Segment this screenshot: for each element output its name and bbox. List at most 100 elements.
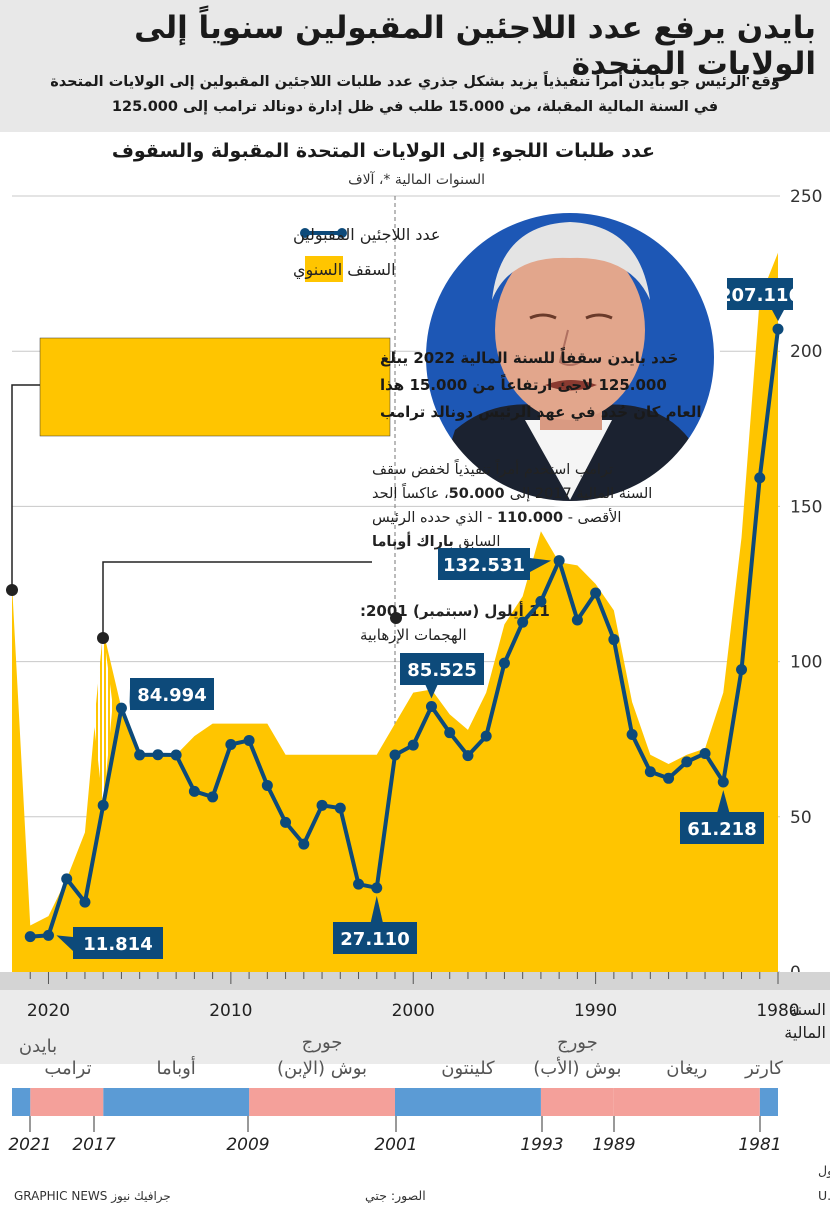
trump-cut-text: السابق باراك أوباما: [372, 532, 500, 550]
value-label: 84.994: [137, 685, 206, 706]
x-axis-label-band: [0, 990, 830, 1064]
admitted-refugees-point: [243, 734, 255, 746]
value-label-pointer: [129, 688, 130, 709]
admitted-refugees-point: [42, 929, 54, 941]
admitted-refugees-point: [553, 555, 565, 567]
admitted-refugees-point: [134, 749, 146, 761]
admitted-refugees-point: [425, 701, 437, 713]
photo-credit: الصور: جتي: [365, 1188, 426, 1204]
x-tick-label: 1990: [574, 1001, 617, 1021]
trump-cut-text: الأقصى - 110.000 - الذي حدده الرئيس: [372, 508, 621, 526]
value-label-pointer: [717, 789, 730, 812]
president-term-bar: [103, 1088, 250, 1116]
trump-cut-dot: [97, 632, 109, 644]
president-name: بوش (الإبن): [277, 1058, 367, 1079]
admitted-refugees-point: [207, 791, 219, 803]
legend-label: عدد اللاجئين المقبولين: [293, 225, 440, 245]
value-label: 61.218: [687, 819, 756, 840]
value-label: 85.525: [407, 660, 476, 681]
admitted-refugees-point: [298, 838, 310, 850]
admitted-refugees-point: [772, 323, 784, 335]
trump-cut-span: السنة المالية 2017 إلى: [510, 486, 653, 502]
value-label: 207.116: [719, 285, 801, 306]
value-label-pointer: [425, 685, 438, 699]
president-name: بوش (الأب): [533, 1057, 621, 1079]
admitted-refugees-point: [97, 799, 109, 811]
footnote: * تمتد السنة المالية من 1 تشرين الأول إل…: [818, 1162, 830, 1179]
value-label-box: [333, 922, 417, 954]
chart-subtitle: السنوات المالية *، آلاف: [348, 172, 485, 188]
term-start-year: 2021: [8, 1135, 51, 1155]
value-label-pointer: [530, 558, 552, 572]
x-tick-label: 1980: [756, 1001, 799, 1021]
admitted-refugees-point: [61, 873, 73, 885]
biden-cap-dot: [6, 584, 18, 596]
biden-cap-text: حَدد بايدن سقفاً للسنة المالية 2022 يبلغ: [380, 347, 678, 367]
value-label: 132.531: [443, 555, 525, 576]
admitted-refugees-point: [699, 747, 711, 759]
trump-cut-span: الأقصى -: [563, 508, 621, 526]
trump-cut-span: 110.000: [497, 510, 563, 526]
y-tick-label: 150: [790, 497, 822, 517]
admitted-refugees-point: [389, 749, 401, 761]
legend-line-dot: [300, 228, 310, 238]
source-credit: المصدر: U.S. Department of State, Center…: [818, 1188, 830, 1204]
value-label-box: [130, 678, 214, 710]
president-name: ريغان: [666, 1058, 707, 1079]
president-term-bar: [249, 1088, 395, 1116]
term-start-year: 2001: [374, 1135, 417, 1155]
trump-cut-hatch: [94, 630, 113, 808]
admitted-refugees-point: [115, 702, 127, 714]
sept11-dot: [390, 612, 402, 624]
president-name: ترامب: [44, 1058, 91, 1079]
subtitle-line-2: في السنة المالية المقبلة، من 15.000 طلب …: [111, 99, 719, 115]
x-tick-label: 2010: [209, 1001, 252, 1021]
president-name: أوباما: [156, 1056, 195, 1079]
term-start-year: 2009: [226, 1135, 269, 1155]
trump-cut-span: السابق: [454, 534, 501, 550]
admitted-refugees-point: [644, 766, 656, 778]
president-term-bar: [759, 1088, 778, 1116]
admitted-refugees-point: [24, 931, 36, 943]
admitted-refugees-point: [717, 776, 729, 788]
y-tick-label: 200: [790, 342, 822, 362]
value-label-pointer: [772, 310, 784, 322]
admitted-refugees-point: [626, 729, 638, 741]
value-label-box: [438, 548, 530, 580]
admitted-refugees-point: [170, 749, 182, 761]
biden-cap-leader: [11, 384, 40, 588]
term-start-year: 2017: [72, 1135, 115, 1155]
admitted-refugees-point: [152, 749, 164, 761]
president-name: جورج: [557, 1032, 598, 1053]
president-name: بايدن: [19, 1036, 57, 1057]
trump-cut-span: ، عاكساً الحد: [372, 483, 449, 502]
term-start-year: 1989: [592, 1135, 635, 1155]
value-label: 27.110: [340, 929, 409, 950]
admitted-refugees-point: [280, 816, 292, 828]
sept11-text: الهجمات الإرهابية: [360, 626, 467, 644]
admitted-refugees-point: [517, 616, 529, 628]
admitted-refugees-point: [407, 739, 419, 751]
x-axis-title: المالية: [784, 1023, 826, 1042]
admitted-refugees-point: [736, 664, 748, 676]
admitted-refugees-point: [261, 779, 273, 791]
term-start-year: 1981: [738, 1135, 781, 1155]
value-label-pointer: [56, 935, 73, 951]
admitted-refugees-point: [188, 785, 200, 797]
term-start-year: 1993: [520, 1135, 563, 1155]
y-tick-label: 100: [790, 653, 822, 673]
president-term-bar: [30, 1088, 104, 1116]
biden-portrait: [420, 207, 720, 507]
x-axis-band: [0, 972, 830, 990]
legend-line-dot: [337, 228, 347, 238]
subtitle-line-1: وقع الرئيس جو بايدن أمراً تنفيذياً يزيد …: [50, 74, 780, 90]
admitted-refugees-point: [462, 750, 474, 762]
admitted-refugees-point: [371, 882, 383, 894]
x-axis-title: السنة: [789, 1000, 826, 1019]
value-label-box: [727, 278, 793, 310]
trump-cut-span: - الذي حدده الرئيس: [372, 510, 497, 526]
value-label-box: [400, 653, 484, 685]
trump-cut-text: السنة المالية 2017 إلى 50.000، عاكساً ال…: [372, 483, 652, 502]
admitted-refugees-point: [334, 802, 346, 814]
